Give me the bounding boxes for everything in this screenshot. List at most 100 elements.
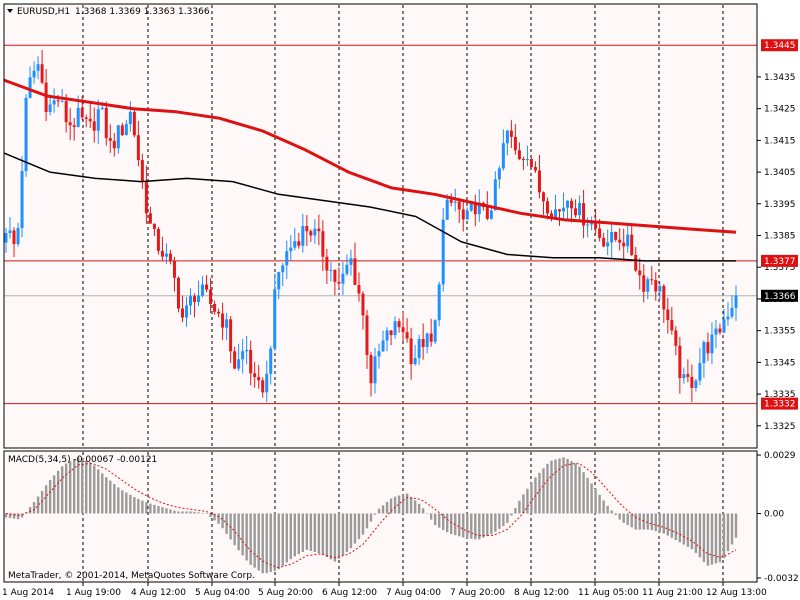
candle-body <box>132 111 136 136</box>
macd-histogram-bar <box>241 513 244 556</box>
candle-body <box>730 307 734 317</box>
macd-histogram-bar <box>678 513 682 543</box>
macd-histogram-bar <box>385 501 389 514</box>
macd-histogram-bar <box>273 513 276 571</box>
candle-body <box>505 130 509 144</box>
price-tick-label: 1.3415 <box>764 136 796 146</box>
macd-histogram-bar <box>333 513 337 562</box>
macd-histogram-bar <box>305 513 309 550</box>
moving-averages <box>3 78 737 262</box>
macd-pane-frame <box>3 450 758 583</box>
macd-histogram-bar <box>181 511 184 514</box>
candle-body <box>638 270 642 276</box>
macd-histogram-bar <box>337 513 341 559</box>
candle-body <box>525 159 529 161</box>
candle-body <box>433 320 437 342</box>
macd-histogram-bar <box>710 513 714 565</box>
candle-body <box>389 330 393 336</box>
macd-histogram-bar <box>734 513 738 538</box>
candle-body <box>566 200 570 208</box>
macd-histogram-bar <box>522 494 525 514</box>
candle-body <box>722 319 726 333</box>
macd-histogram-bar <box>562 457 565 514</box>
macd-histogram-bar <box>409 496 413 514</box>
candle-body <box>32 70 36 78</box>
candle-body <box>401 327 405 333</box>
macd-histogram-bar <box>373 513 377 515</box>
macd-histogram-bar <box>389 498 393 514</box>
macd-histogram-bar <box>165 508 168 514</box>
candle-body <box>28 77 32 98</box>
macd-histogram-bar <box>341 513 345 556</box>
time-axis: 1 Aug 2014 1 Aug 19:00 4 Aug 12:00 5 Aug 04… <box>2 582 767 598</box>
candle-body <box>626 234 630 247</box>
macd-histogram-bar <box>321 513 325 555</box>
candle-body <box>16 227 20 245</box>
macd-histogram-bar <box>702 513 706 562</box>
macd-histogram-bar <box>249 513 252 565</box>
macd-histogram-bar <box>113 484 116 514</box>
macd-histogram-bar <box>97 469 100 514</box>
candle-body <box>489 210 493 219</box>
macd-histogram-bar <box>586 477 589 514</box>
candle-body <box>610 231 614 243</box>
candle-body <box>686 374 690 377</box>
candle-body <box>654 280 658 292</box>
candle-body <box>257 376 261 381</box>
macd-histogram-bar <box>690 513 694 550</box>
candle-body <box>425 333 429 347</box>
candle-body <box>634 255 638 271</box>
macd-histogram-bar <box>201 512 204 514</box>
candle-body <box>164 253 168 257</box>
time-tick-label: 11 Aug 21:00 <box>642 588 703 598</box>
candle-body <box>562 207 566 212</box>
candle-body <box>429 333 433 342</box>
time-tick-label: 5 Aug 20:00 <box>258 588 313 598</box>
candles <box>4 49 738 403</box>
candle-body <box>537 170 541 193</box>
macd-histogram-bar <box>153 504 156 514</box>
macd-histogram-bar <box>157 506 160 514</box>
macd-indicator <box>4 457 738 574</box>
macd-histogram-bar <box>145 502 148 514</box>
candle-body <box>48 104 52 112</box>
candle-body <box>225 319 229 328</box>
candle-body <box>265 373 269 393</box>
candle-body <box>68 122 72 126</box>
candle-body <box>517 150 521 160</box>
macd-histogram-bar <box>269 513 272 572</box>
moving-average-slow-line[interactable] <box>3 78 737 234</box>
macd-histogram-bar <box>510 513 513 516</box>
macd-histogram-bar <box>594 489 597 514</box>
macd-histogram-bar <box>285 513 288 563</box>
candle-body <box>461 209 465 220</box>
candle-body <box>213 303 217 312</box>
candle-body <box>233 351 237 369</box>
candle-body <box>144 181 148 214</box>
candle-body <box>690 376 694 388</box>
candle-body <box>497 168 501 180</box>
chart-menu-triangle-icon[interactable] <box>7 9 13 13</box>
macd-histogram-bar <box>137 498 140 514</box>
macd-histogram-bar <box>377 508 381 514</box>
candle-body <box>734 295 738 308</box>
candle-body <box>465 210 469 220</box>
level-price-tag-box <box>761 39 798 52</box>
macd-histogram-bar <box>446 513 449 533</box>
candle-body <box>529 159 533 168</box>
candle-body <box>269 348 273 374</box>
candle-body <box>670 320 674 331</box>
candle-body <box>513 136 517 151</box>
macd-histogram-bar <box>76 457 80 514</box>
candle-body <box>718 328 722 333</box>
macd-histogram-bar <box>718 513 722 563</box>
candle-body <box>112 140 116 149</box>
candle-body <box>209 289 213 304</box>
macd-histogram-bar <box>297 513 301 555</box>
macd-histogram-bar <box>570 461 573 514</box>
candle-body <box>437 284 441 321</box>
candle-body <box>694 380 698 388</box>
moving-average-fast-line[interactable] <box>3 152 736 262</box>
macd-histogram-bar <box>610 510 613 514</box>
